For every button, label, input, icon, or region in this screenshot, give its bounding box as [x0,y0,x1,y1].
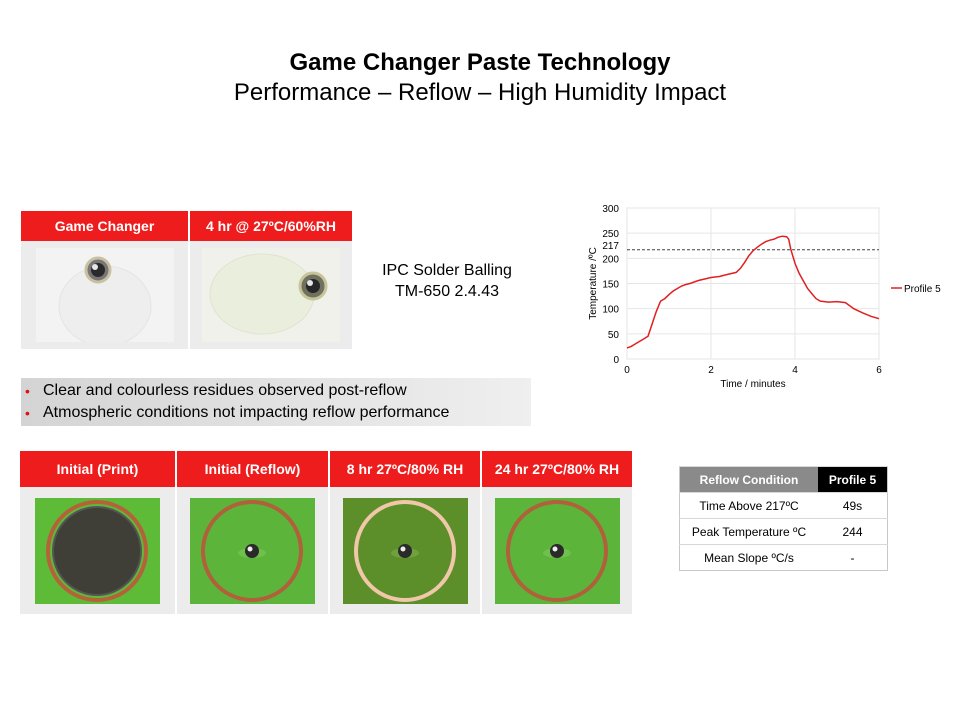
ipc-test-method: TM-650 2.4.43 [394,283,500,300]
pad-images-table: Initial (Print) Initial (Reflow) 8 hr 27… [20,451,632,614]
pad-image-8hr [330,487,482,614]
bullet-icon: • [25,405,30,421]
solder-balling-table: Game Changer 4 hr @ 27ºC/60%RH [21,211,352,349]
bullet-icon: • [25,383,30,399]
header-game-changer: Game Changer [21,211,190,241]
pad-images-table-header: Initial (Print) Initial (Reflow) 8 hr 27… [20,451,632,487]
header-4hr-humidity: 4 hr @ 27ºC/60%RH [190,211,352,241]
table-row: Peak Temperature ºC 244 [679,518,888,545]
bullet-text: Clear and colourless residues observed p… [43,382,407,399]
legend-label: Profile 5 [904,284,941,295]
header-profile: Profile 5 [818,466,888,493]
x-tick-label: 0 [624,365,630,376]
y-tick-label: 150 [602,280,619,291]
x-axis-label: Time / minutes [720,379,785,390]
row-label: Mean Slope ºC/s [679,544,818,571]
table-row: Time Above 217ºC 49s [679,492,888,519]
y-axis-label: Temperature /ºC [588,247,599,320]
pad-image-initial-print [20,487,177,614]
y-tick-label: 250 [602,229,619,240]
slide-title: Game Changer Paste Technology [289,49,671,76]
reference-line-label: 217 [602,241,619,252]
header-initial-reflow: Initial (Reflow) [177,451,330,487]
pad-image-initial-reflow [177,487,330,614]
header-reflow-condition: Reflow Condition [679,466,818,493]
bullet-text: Atmospheric conditions not impacting ref… [43,404,450,421]
y-tick-label: 50 [608,330,620,341]
ipc-test-name: IPC Solder Balling [382,262,512,279]
y-tick-label: 100 [602,305,619,316]
row-label: Peak Temperature ºC [679,518,818,545]
table-row: Reflow Condition Profile 5 [679,466,888,493]
y-tick-label: 200 [602,254,619,265]
reflow-profile-chart: 0 50 100 150 200 250 300 0 2 4 6 217 Time / minutes T… [580,195,950,395]
x-tick-label: 2 [708,365,714,376]
y-tick-label: 300 [602,204,619,215]
reflow-condition-table: Reflow Condition Profile 5 Time Above 21… [679,466,888,571]
table-row: Mean Slope ºC/s - [679,544,888,571]
solder-ball-image-4hr [190,241,352,349]
bullet-item: • Atmospheric conditions not impacting re… [21,402,531,424]
series-line-profile-5 [626,235,880,349]
header-initial-print: Initial (Print) [20,451,177,487]
row-value: 49s [818,492,888,519]
row-value: - [818,544,888,571]
x-tick-label: 6 [876,365,882,376]
header-8hr: 8 hr 27ºC/80% RH [330,451,482,487]
solder-ball-image-initial [21,241,190,349]
reflow-profile-svg: 0 50 100 150 200 250 300 0 2 4 6 217 Time / minutes T… [588,204,941,390]
slide-title-block: Game Changer Paste Technology Performanc… [0,48,960,108]
observations-box: • Clear and colourless residues observed … [21,378,531,426]
pad-image-24hr [482,487,632,614]
y-tick-label: 0 [613,355,619,366]
bullet-item: • Clear and colourless residues observed … [21,380,531,402]
row-label: Time Above 217ºC [679,492,818,519]
ipc-test-label: IPC Solder Balling TM-650 2.4.43 [362,260,532,302]
row-value: 244 [818,518,888,545]
header-24hr: 24 hr 27ºC/80% RH [482,451,632,487]
slide-subtitle: Performance – Reflow – High Humidity Imp… [233,79,727,106]
solder-balling-table-header: Game Changer 4 hr @ 27ºC/60%RH [21,211,352,241]
x-tick-label: 4 [792,365,798,376]
